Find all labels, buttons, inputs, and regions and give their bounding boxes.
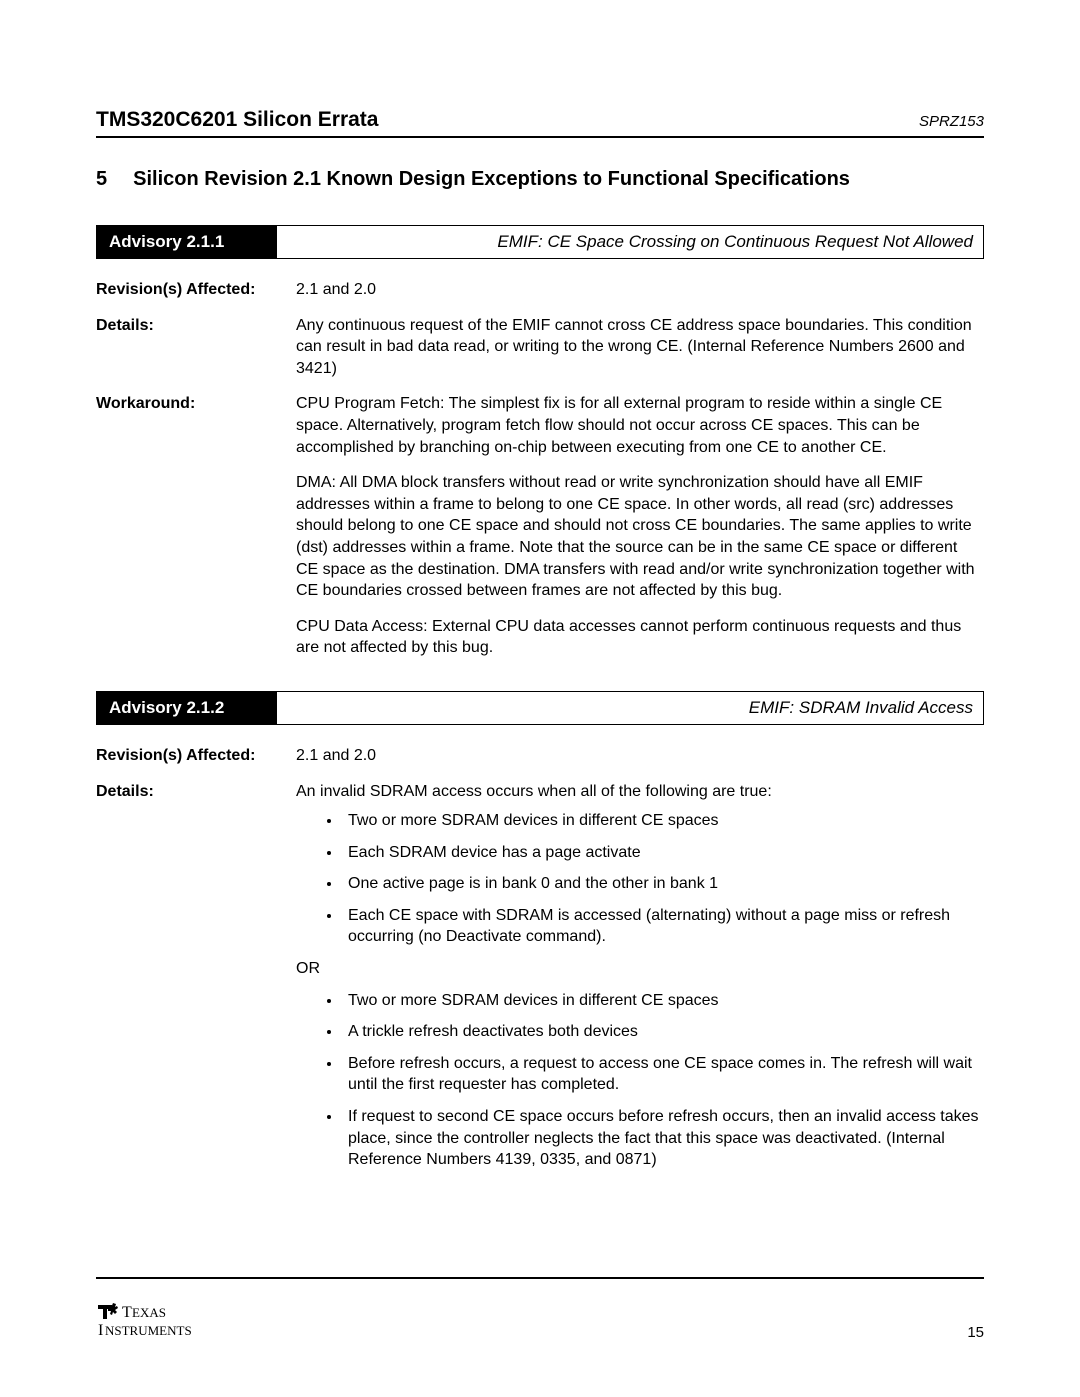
page-number: 15 bbox=[967, 1324, 984, 1341]
list-item: Two or more SDRAM devices in different C… bbox=[342, 810, 984, 832]
ti-logo-icon: T EXAS I NSTRUMENTS bbox=[96, 1301, 246, 1341]
list-item: Two or more SDRAM devices in different C… bbox=[342, 990, 984, 1012]
advisory-tag: Advisory 2.1.2 bbox=[97, 692, 277, 724]
document-page: TMS320C6201 Silicon Errata SPRZ153 5 Sil… bbox=[0, 0, 1080, 1397]
workaround-value: CPU Program Fetch: The simplest fix is f… bbox=[296, 393, 984, 673]
revisions-label: Revision(s) Affected: bbox=[96, 745, 296, 767]
list-item: If request to second CE space occurs bef… bbox=[342, 1106, 984, 1171]
details-value: Any continuous request of the EMIF canno… bbox=[296, 315, 984, 380]
advisory-tag: Advisory 2.1.1 bbox=[97, 226, 277, 258]
section-heading: 5 Silicon Revision 2.1 Known Design Exce… bbox=[96, 168, 984, 191]
revisions-value: 2.1 and 2.0 bbox=[296, 279, 984, 301]
details-label: Details: bbox=[96, 315, 296, 380]
workaround-label: Workaround: bbox=[96, 393, 296, 673]
advisory-header: Advisory 2.1.2 EMIF: SDRAM Invalid Acces… bbox=[96, 691, 984, 725]
footer-rule bbox=[96, 1277, 984, 1279]
svg-text:NSTRUMENTS: NSTRUMENTS bbox=[105, 1323, 192, 1338]
list-item: Each SDRAM device has a page activate bbox=[342, 842, 984, 864]
list-item: Each CE space with SDRAM is accessed (al… bbox=[342, 905, 984, 948]
svg-text:T: T bbox=[122, 1304, 132, 1321]
doc-title: TMS320C6201 Silicon Errata bbox=[96, 108, 378, 132]
workaround-para: CPU Program Fetch: The simplest fix is f… bbox=[296, 393, 984, 458]
revisions-row: Revision(s) Affected: 2.1 and 2.0 bbox=[96, 279, 984, 301]
advisory-title: EMIF: CE Space Crossing on Continuous Re… bbox=[277, 226, 983, 258]
details-value: An invalid SDRAM access occurs when all … bbox=[296, 781, 984, 1181]
section-title: Silicon Revision 2.1 Known Design Except… bbox=[133, 168, 850, 191]
details-label: Details: bbox=[96, 781, 296, 1181]
workaround-para: DMA: All DMA block transfers without rea… bbox=[296, 472, 984, 602]
details-row: Details: Any continuous request of the E… bbox=[96, 315, 984, 380]
revisions-row: Revision(s) Affected: 2.1 and 2.0 bbox=[96, 745, 984, 767]
list-item: Before refresh occurs, a request to acce… bbox=[342, 1053, 984, 1096]
details-row: Details: An invalid SDRAM access occurs … bbox=[96, 781, 984, 1181]
list-item: One active page is in bank 0 and the oth… bbox=[342, 873, 984, 895]
advisory-title: EMIF: SDRAM Invalid Access bbox=[277, 692, 983, 724]
svg-text:EXAS: EXAS bbox=[132, 1305, 166, 1320]
section-number: 5 bbox=[96, 168, 107, 191]
page-header: TMS320C6201 Silicon Errata SPRZ153 bbox=[96, 108, 984, 138]
details-bullets-b: Two or more SDRAM devices in different C… bbox=[296, 990, 984, 1171]
workaround-para: CPU Data Access: External CPU data acces… bbox=[296, 616, 984, 659]
doc-code: SPRZ153 bbox=[919, 113, 984, 130]
page-footer: T EXAS I NSTRUMENTS 15 bbox=[96, 1301, 984, 1341]
details-intro: An invalid SDRAM access occurs when all … bbox=[296, 781, 984, 803]
workaround-row: Workaround: CPU Program Fetch: The simpl… bbox=[96, 393, 984, 673]
revisions-value: 2.1 and 2.0 bbox=[296, 745, 984, 767]
svg-text:I: I bbox=[98, 1322, 103, 1339]
or-text: OR bbox=[296, 958, 984, 980]
revisions-label: Revision(s) Affected: bbox=[96, 279, 296, 301]
list-item: A trickle refresh deactivates both devic… bbox=[342, 1021, 984, 1043]
details-bullets-a: Two or more SDRAM devices in different C… bbox=[296, 810, 984, 948]
advisory-header: Advisory 2.1.1 EMIF: CE Space Crossing o… bbox=[96, 225, 984, 259]
